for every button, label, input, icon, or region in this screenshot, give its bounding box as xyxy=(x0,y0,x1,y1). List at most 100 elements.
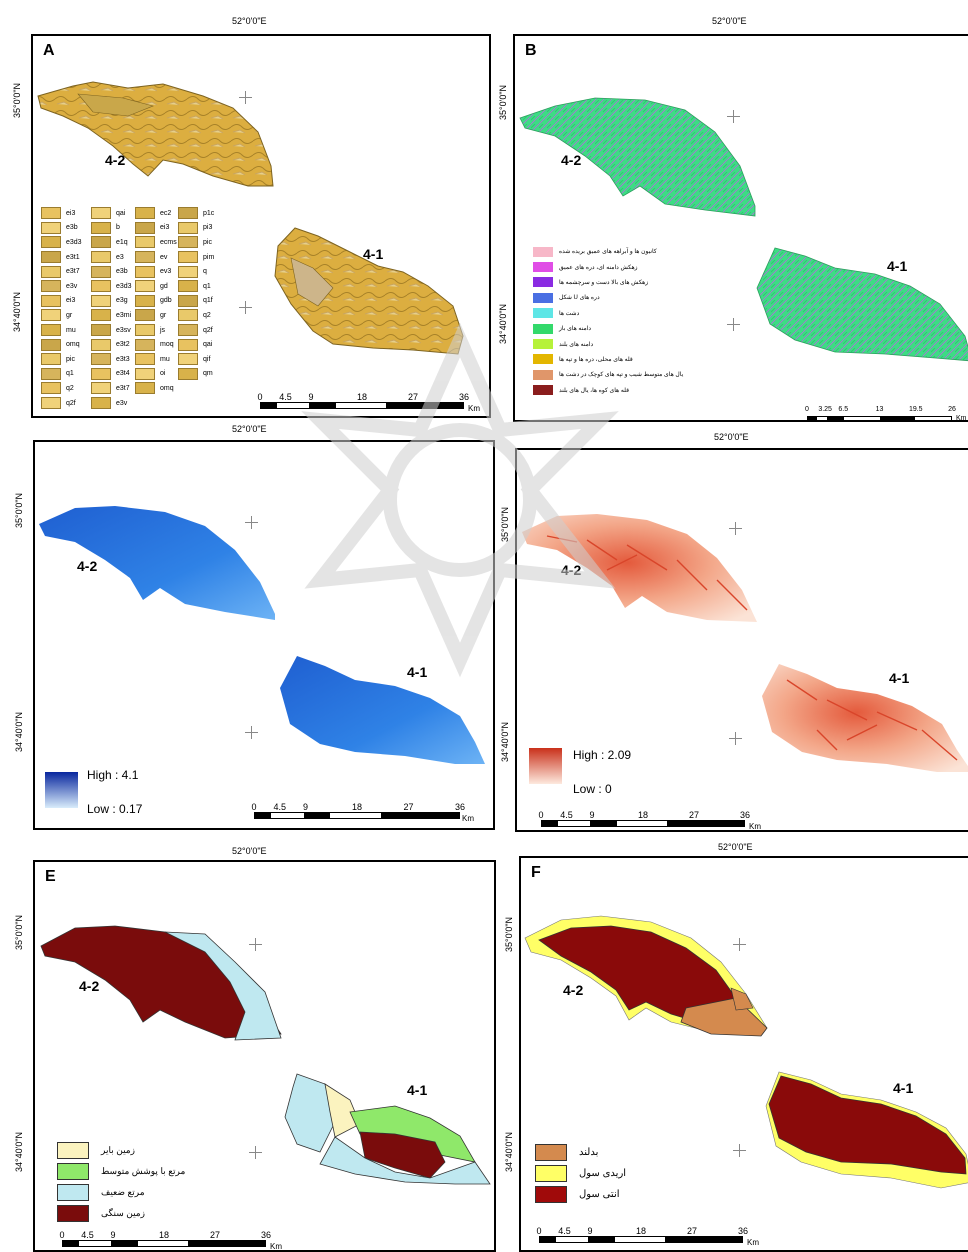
geology-legend-item: oi xyxy=(135,367,177,382)
legend-swatch xyxy=(41,280,61,293)
legend-swatch xyxy=(91,294,111,307)
landform-legend-item: دامنه های بلند xyxy=(533,336,683,351)
geology-legend-item: moq xyxy=(135,337,177,352)
geology-legend-item: e3t3 xyxy=(91,352,132,367)
legend-swatch xyxy=(57,1163,89,1180)
lon-label-f: 52°0'0"E xyxy=(718,842,753,852)
legend-label: e1q xyxy=(116,238,128,246)
panel-d-fault-density-map: 4-2 4-1 High : 2.09 Low : 0 0 4.5 9 18 27 36 … xyxy=(515,448,968,832)
geology-legend-item: e3 xyxy=(91,250,132,265)
geology-legend-item: gd xyxy=(135,279,177,294)
lat-label-d-top: 35°0'0"N xyxy=(500,506,510,542)
scale-tick-label: 9 xyxy=(110,1230,116,1240)
legend-label: زهکش دامنه ای، دره های عمیق xyxy=(559,264,638,271)
legend-swatch xyxy=(178,265,198,278)
legend-swatch xyxy=(135,382,155,395)
legend-swatch xyxy=(533,308,553,319)
panel-b-landform-map: B 4-2 4-1 کانیون ها و آبراهه های عمیق بر… xyxy=(513,34,968,422)
landform-legend-item: قله های کوه ها، یال های بلند xyxy=(533,383,683,398)
scale-tick-label: 4.5 xyxy=(81,1230,94,1240)
legend-swatch xyxy=(41,221,61,234)
legend-label: e3t7 xyxy=(116,384,130,392)
geology-legend-item: ei3 xyxy=(135,221,177,236)
landuse-legend-item: زمین بایر xyxy=(57,1140,185,1161)
lat-label-f-top: 35°0'0"N xyxy=(504,916,514,952)
legend-swatch xyxy=(91,265,111,278)
legend-label: e3t1 xyxy=(66,253,80,261)
legend-label: mu xyxy=(160,355,170,363)
geology-legend-item: e3d3 xyxy=(91,279,132,294)
legend-swatch xyxy=(178,294,198,307)
scale-tick-label: 36 xyxy=(739,810,751,820)
legend-label: زمین سنگی xyxy=(101,1208,145,1218)
legend-label: e3v xyxy=(116,399,128,407)
graticule-cross xyxy=(727,318,740,331)
landuse-legend-item: مرتع با پوشش متوسط xyxy=(57,1161,185,1182)
scale-bar-c: 0 4.5 9 18 27 36 Km xyxy=(251,802,474,823)
geology-legend-item: ei3 xyxy=(41,294,82,309)
graticule-cross xyxy=(727,110,740,123)
soil-legend: بدلند اریدی سول انتی سول xyxy=(535,1142,626,1205)
legend-label: p1c xyxy=(203,209,215,217)
legend-label: moq xyxy=(160,341,174,349)
geology-legend-item: q1 xyxy=(41,367,82,382)
legend-label: q2f xyxy=(203,326,213,334)
lat-label-b-bottom: 34°40'0"N xyxy=(498,303,508,344)
geology-legend-item: e3b xyxy=(41,221,82,236)
legend-swatch xyxy=(533,323,553,334)
legend-label: ec2 xyxy=(160,209,172,217)
lon-label-e: 52°0'0"E xyxy=(232,846,267,856)
geology-legend-item: ec2 xyxy=(135,206,177,221)
scale-tick-label: 4.5 xyxy=(558,1226,571,1236)
scale-tick-label: 26 xyxy=(948,406,956,413)
scale-tick-label: 36 xyxy=(260,1230,272,1240)
legend-label: gr xyxy=(160,311,167,319)
zone-label-4-1: 4-1 xyxy=(889,670,910,686)
geology-legend-item: e3d3 xyxy=(41,235,82,250)
legend-swatch xyxy=(535,1144,567,1161)
scale-tick-label: 18 xyxy=(158,1230,170,1240)
legend-swatch xyxy=(135,280,155,293)
legend-label: شکل U دره های xyxy=(559,295,600,302)
legend-label: e3mi xyxy=(116,311,132,319)
zone-label-4-2: 4-2 xyxy=(77,558,98,574)
legend-swatch xyxy=(41,251,61,264)
legend-label: دشت ها xyxy=(559,310,580,317)
legend-swatch xyxy=(135,294,155,307)
landuse-legend: زمین بایر مرتع با پوشش متوسط مرتع ضعیف زمین… xyxy=(57,1140,185,1224)
legend-swatch xyxy=(135,251,155,264)
geology-legend-item: q1f xyxy=(178,294,214,309)
scale-tick-label: 13 xyxy=(875,406,884,413)
scale-bar-e: 0 4.5 9 18 27 36 Km xyxy=(59,1230,282,1250)
zone-label-4-1: 4-1 xyxy=(407,1082,428,1098)
legend-swatch xyxy=(135,207,155,220)
legend-swatch xyxy=(533,369,553,380)
legend-swatch xyxy=(535,1186,567,1203)
scale-unit: Km xyxy=(462,814,474,823)
legend-swatch xyxy=(41,294,61,307)
scale-tick-label: 27 xyxy=(686,1226,698,1236)
legend-label: q1 xyxy=(203,282,211,290)
legend-label: q2 xyxy=(203,311,211,319)
legend-label: e3b xyxy=(66,224,78,232)
scale-bar-b: 0 3.25 6.5 13 19.5 26 Km xyxy=(805,406,967,420)
landform-legend-item: یال های متوسط شیب و تپه های کوچک در دشت … xyxy=(533,367,683,382)
geology-legend-item: e3mi xyxy=(91,308,132,323)
legend-label: b xyxy=(116,224,120,232)
landuse-polygons xyxy=(40,925,491,1185)
legend-label: q2 xyxy=(66,384,74,392)
scale-tick-label: 18 xyxy=(351,802,363,812)
scale-tick-label: 19.5 xyxy=(908,406,923,413)
graticule-cross xyxy=(245,516,258,529)
geology-legend-item: e1q xyxy=(91,235,132,250)
geology-legend-item: b xyxy=(91,221,132,236)
panel-letter: A xyxy=(43,42,55,59)
geology-legend-item: e3t2 xyxy=(91,337,132,352)
graticule-cross xyxy=(729,732,742,745)
lat-label-f-bottom: 34°40'0"N xyxy=(504,1131,514,1172)
scale-tick-label: 36 xyxy=(458,392,470,402)
scale-bar-f: 0 4.5 9 18 27 36 Km xyxy=(536,1226,759,1247)
legend-label: اریدی سول xyxy=(579,1168,627,1179)
geology-legend-item: pim xyxy=(178,250,214,265)
soil-legend-item: اریدی سول xyxy=(535,1163,626,1184)
